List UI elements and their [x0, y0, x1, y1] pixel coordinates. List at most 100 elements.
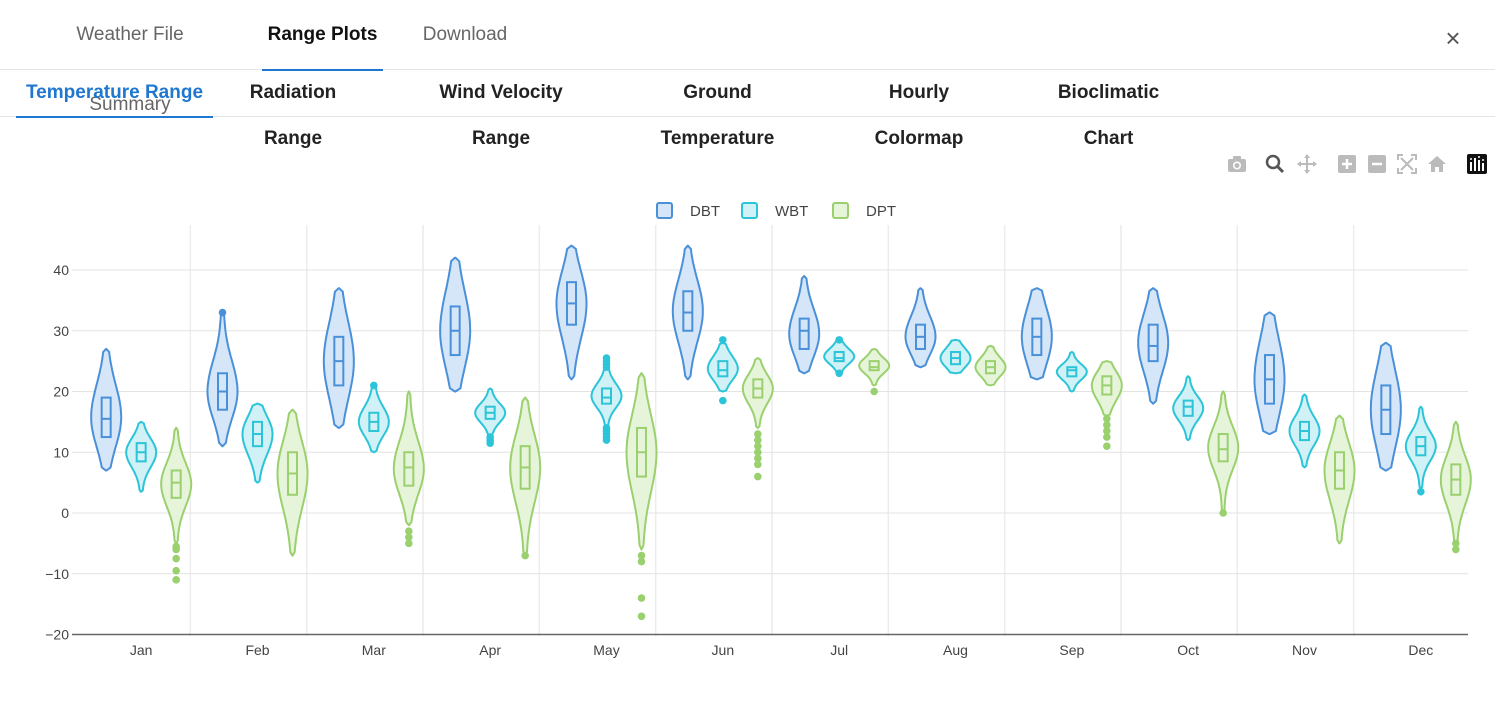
violin-dpt	[392, 390, 425, 527]
outlier-point	[370, 381, 378, 390]
box-dpt	[1217, 433, 1229, 463]
violin-dbt	[439, 256, 472, 393]
violin-dbt	[555, 244, 588, 381]
legend-swatch-dpt	[832, 202, 849, 219]
outlier-point	[754, 472, 762, 481]
outlier-point	[1103, 433, 1111, 441]
x-tick-label: Mar	[362, 642, 386, 658]
box-dbt	[682, 290, 694, 332]
tab-hourly-colormap[interactable]: Hourly Colormap	[874, 82, 964, 149]
x-tick-label: Feb	[245, 642, 269, 658]
tab-ground-temperature[interactable]: Ground Temperature	[660, 82, 775, 149]
violin-dpt	[160, 426, 193, 545]
tab-radiation-range[interactable]: Radiation Range	[249, 82, 337, 149]
tab-range-plots[interactable]: Range Plots	[262, 0, 383, 71]
box-dbt	[798, 317, 810, 350]
outlier-point	[172, 545, 180, 554]
violin-wbt	[939, 338, 972, 375]
legend-label-dpt: DPT	[866, 203, 896, 220]
box-dbt	[100, 396, 112, 439]
box-wbt	[601, 387, 612, 405]
outlier-point	[835, 336, 843, 344]
violin-wbt	[125, 420, 158, 493]
zoom-out-icon[interactable]	[1366, 153, 1388, 175]
outlier-point	[405, 527, 413, 536]
outlier-point	[172, 566, 180, 575]
violin-wbt	[241, 402, 274, 484]
zoom-icon[interactable]	[1264, 153, 1286, 175]
x-tick-label: Jul	[830, 642, 848, 658]
box-wbt	[1182, 399, 1194, 417]
top-tab-bar: Weather File Summary Range Plots Downloa…	[0, 0, 1495, 115]
violin-wbt	[1404, 405, 1437, 490]
autoscale-icon[interactable]	[1396, 153, 1418, 175]
violin-dbt	[206, 311, 239, 448]
tab-wind-velocity-range[interactable]: Wind Velocity Range	[439, 82, 563, 149]
violin-dbt	[1253, 311, 1286, 435]
violin-dbt	[904, 287, 937, 369]
outlier-point	[486, 433, 494, 441]
violin-dpt	[625, 372, 658, 551]
tab-temperature-range[interactable]: Temperature Range	[16, 70, 213, 118]
outlier-point	[405, 533, 413, 542]
outlier-point	[405, 539, 413, 548]
violin-dpt	[974, 344, 1007, 387]
legend-label-wbt: WBT	[775, 203, 808, 220]
outlier-point	[754, 442, 762, 450]
violin-wbt	[823, 338, 856, 375]
outlier-point	[754, 430, 762, 438]
x-tick-label: Aug	[943, 642, 968, 658]
y-tick-label: 30	[53, 323, 69, 339]
outlier-point	[754, 436, 762, 444]
box-wbt	[717, 360, 729, 378]
y-tick-label: −20	[45, 627, 69, 643]
outlier-point	[1417, 487, 1425, 496]
violin-dbt	[90, 348, 123, 472]
outlier-point	[602, 424, 611, 432]
violin-dbt	[1369, 341, 1402, 472]
y-tick-label: 20	[53, 384, 69, 400]
violin-dpt	[509, 396, 542, 557]
violin-dpt	[1090, 360, 1123, 417]
close-button[interactable]: ×	[1445, 23, 1461, 53]
box-dpt	[403, 451, 415, 487]
pan-icon[interactable]	[1296, 153, 1318, 175]
outlier-point	[637, 612, 646, 621]
x-tick-label: Apr	[479, 642, 501, 658]
violin-dpt	[741, 357, 774, 429]
x-tick-label: Nov	[1292, 642, 1317, 658]
box-wbt	[1066, 366, 1078, 378]
tab-weather-file-summary[interactable]: Weather File Summary	[76, 24, 184, 115]
outlier-point	[870, 387, 878, 396]
violin-wbt	[357, 384, 390, 454]
chart-modebar	[1220, 153, 1490, 179]
legend-label-dbt: DBT	[690, 203, 720, 220]
y-tick-label: 10	[53, 444, 69, 460]
outlier-point	[719, 396, 727, 405]
violin-dpt	[1439, 420, 1472, 551]
chart-axes: 40 30 20 10 0 −10 −20 Jan Feb Mar Apr May Jun Jul Aug S…	[45, 262, 1468, 658]
outlier-point	[637, 594, 646, 602]
outlier-point	[172, 576, 180, 584]
x-tick-label: Jun	[712, 642, 735, 658]
tab-bioclimatic-chart[interactable]: Bioclimatic Chart	[1057, 82, 1160, 149]
violin-dpt	[276, 408, 309, 557]
legend-swatch-wbt	[741, 202, 758, 219]
outlier-point	[637, 557, 646, 566]
outlier-point	[521, 551, 529, 560]
box-dbt	[1147, 323, 1159, 363]
reset-axes-icon[interactable]	[1426, 153, 1448, 175]
outlier-point	[218, 308, 227, 317]
chart-violins	[90, 244, 1472, 621]
camera-icon[interactable]	[1226, 153, 1248, 175]
zoom-in-icon[interactable]	[1336, 153, 1358, 175]
outlier-point	[754, 448, 762, 457]
y-tick-label: 0	[61, 505, 69, 521]
violin-wbt	[1172, 375, 1205, 442]
tab-download[interactable]: Download	[422, 24, 508, 45]
box-wbt	[833, 351, 845, 363]
x-tick-label: Dec	[1408, 642, 1433, 658]
outlier-point	[172, 554, 180, 563]
outlier-point	[754, 454, 762, 463]
plotly-logo-icon[interactable]	[1466, 153, 1488, 175]
